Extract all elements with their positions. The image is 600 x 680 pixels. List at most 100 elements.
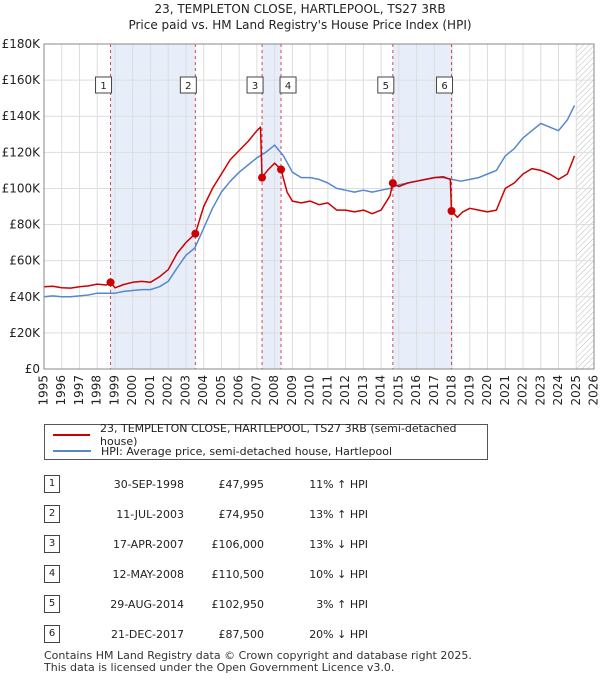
sale-row: 3 17-APR-2007 £106,000 13% ↓ HPI: [0, 535, 600, 555]
sale-price: £87,500: [218, 628, 265, 641]
sale-marker-badge: [436, 76, 454, 94]
sale-number-badge: 6: [44, 625, 60, 643]
plot-frame: [43, 43, 595, 370]
sale-marker-badge: [95, 76, 113, 94]
x-tick-label: 2011: [320, 375, 334, 406]
x-tick-label: 2004: [196, 375, 210, 406]
sale-date: 30-SEP-1998: [113, 478, 184, 491]
x-tick-label: 2008: [267, 375, 281, 406]
y-tick-label: £60K: [9, 254, 41, 268]
sale-hpi-diff: 13% ↓ HPI: [309, 538, 368, 551]
sale-marker-label: 4: [285, 81, 291, 92]
sale-marker-label: 6: [441, 81, 447, 92]
y-tick-label: £160K: [2, 73, 42, 87]
sale-point: [258, 173, 267, 182]
x-tick-label: 2014: [374, 375, 388, 406]
x-tick-label: 2003: [178, 375, 192, 406]
x-tick-label: 2021: [498, 375, 512, 406]
x-tick-label: 2018: [445, 375, 459, 406]
x-tick-label: 2007: [249, 375, 263, 406]
price-chart: 23, TEMPLETON CLOSE, HARTLEPOOL, TS27 3R…: [2, 2, 600, 406]
x-tick-label: 2012: [338, 375, 352, 406]
sale-point: [277, 165, 286, 174]
x-tick-label: 1997: [72, 375, 86, 406]
sale-number-badge: 4: [44, 565, 60, 583]
sale-marker-label: 5: [383, 81, 389, 92]
legend-label-property: 23, TEMPLETON CLOSE, HARTLEPOOL, TS27 3R…: [100, 422, 457, 448]
future-hatch-region: [576, 44, 594, 369]
ownership-span: [110, 44, 196, 369]
sale-price: £110,500: [211, 568, 265, 581]
sale-marker-badge: [279, 76, 297, 94]
x-tick-label: 1999: [107, 375, 121, 406]
x-tick-label: 2016: [409, 375, 423, 406]
sale-price: £74,950: [218, 508, 265, 521]
x-tick-label: 1995: [37, 375, 51, 406]
sale-hpi-diff: 20% ↓ HPI: [309, 628, 368, 641]
x-tick-label: 1996: [54, 375, 68, 406]
sale-marker-badge: [179, 76, 197, 94]
sale-price: £47,995: [218, 478, 265, 491]
y-tick-label: £20K: [9, 326, 41, 340]
x-tick-label: 2024: [551, 375, 565, 406]
legend-item-hpi: HPI: Average price, semi-detached house,…: [53, 443, 392, 459]
x-tick-label: 2020: [480, 375, 494, 406]
sale-number-badge: 2: [44, 505, 60, 523]
footer-attribution: Contains HM Land Registry data © Crown c…: [44, 650, 472, 674]
sale-point: [106, 278, 115, 287]
sale-date: 17-APR-2007: [112, 538, 184, 551]
y-tick-label: £40K: [9, 290, 41, 304]
sale-date: 12-MAY-2008: [112, 568, 184, 581]
y-tick-label: £140K: [2, 109, 42, 123]
sale-row: 1 30-SEP-1998 £47,995 11% ↑ HPI: [0, 475, 600, 495]
sale-marker-badge: [377, 76, 395, 94]
sale-row: 4 12-MAY-2008 £110,500 10% ↓ HPI: [0, 565, 600, 585]
sale-price: £106,000: [211, 538, 265, 551]
property-price-line: [43, 126, 576, 289]
x-tick-label: 2022: [516, 375, 530, 406]
ownership-span: [392, 44, 452, 369]
sale-hpi-diff: 11% ↑ HPI: [309, 478, 368, 491]
sale-row: 6 21-DEC-2017 £87,500 20% ↓ HPI: [0, 625, 600, 645]
y-tick-label: £0: [25, 362, 40, 376]
x-tick-label: 2013: [356, 375, 370, 406]
sale-marker-label: 1: [100, 81, 106, 92]
x-tick-label: 2010: [303, 375, 317, 406]
footer-copyright: Contains HM Land Registry data © Crown c…: [44, 649, 472, 662]
footer-license: This data is licensed under the Open Gov…: [44, 661, 395, 674]
sale-hpi-diff: 3% ↑ HPI: [316, 598, 368, 611]
chart-title: 23, TEMPLETON CLOSE, HARTLEPOOL, TS27 3R…: [154, 2, 445, 16]
y-tick-label: £120K: [2, 145, 42, 159]
legend-label-hpi: HPI: Average price, semi-detached house,…: [101, 444, 393, 458]
x-tick-label: 2006: [232, 375, 246, 406]
legend-swatch-property: [53, 434, 90, 436]
sale-hpi-diff: 10% ↓ HPI: [309, 568, 368, 581]
chart-subtitle: Price paid vs. HM Land Registry's House …: [128, 18, 471, 32]
ownership-span: [262, 44, 282, 369]
y-tick-label: £100K: [2, 181, 42, 195]
sale-price: £102,950: [211, 598, 265, 611]
x-tick-label: 2023: [533, 375, 547, 406]
x-tick-label: 2026: [587, 375, 600, 406]
sale-number-badge: 5: [44, 595, 60, 613]
sale-number-badge: 1: [44, 475, 60, 493]
sale-marker-badge: [246, 76, 264, 94]
legend-item-property: 23, TEMPLETON CLOSE, HARTLEPOOL, TS27 3R…: [53, 422, 487, 448]
sale-point: [388, 179, 397, 188]
sale-date: 11-JUL-2003: [116, 508, 184, 521]
legend-swatch-hpi: [53, 450, 91, 452]
sale-row: 5 29-AUG-2014 £102,950 3% ↑ HPI: [0, 595, 600, 615]
sale-hpi-diff: 13% ↑ HPI: [309, 508, 368, 521]
x-tick-label: 2017: [427, 375, 441, 406]
x-tick-label: 2002: [161, 375, 175, 406]
sale-point: [447, 207, 456, 216]
sale-marker-label: 3: [252, 81, 258, 92]
sale-date: 29-AUG-2014: [110, 598, 184, 611]
x-tick-label: 1998: [90, 375, 104, 406]
x-tick-label: 2001: [143, 375, 157, 406]
sale-date: 21-DEC-2017: [110, 628, 184, 641]
x-tick-label: 2019: [462, 375, 476, 406]
y-tick-label: £180K: [2, 37, 42, 51]
sale-point: [191, 229, 200, 238]
x-tick-label: 2005: [214, 375, 228, 406]
